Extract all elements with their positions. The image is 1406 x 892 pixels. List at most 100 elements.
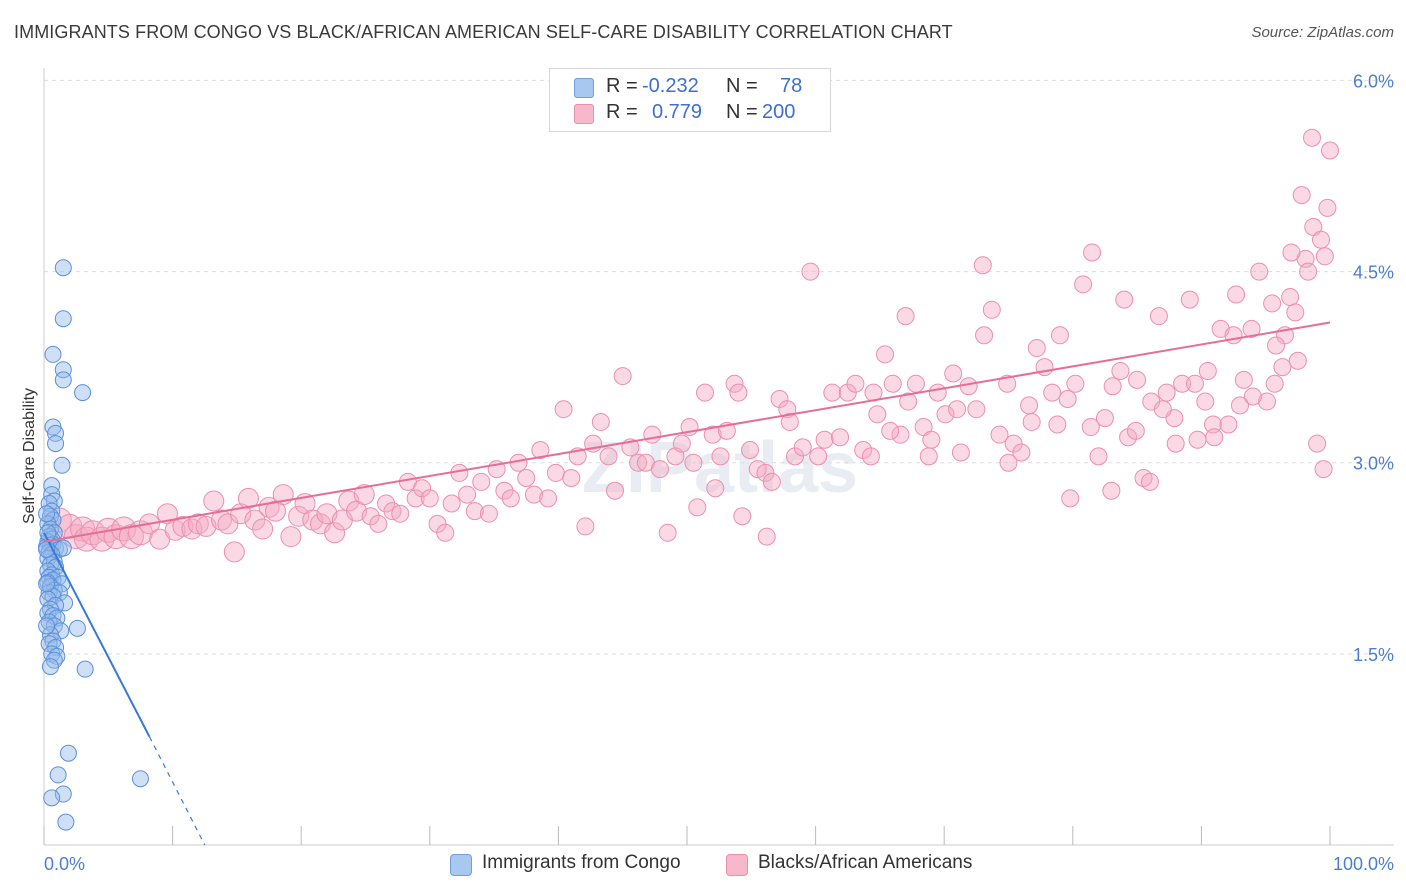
point-blacks <box>458 485 477 504</box>
point-blacks <box>861 447 880 466</box>
point-blacks <box>1321 141 1339 160</box>
point-blacks <box>406 489 425 508</box>
point-blacks <box>896 307 915 326</box>
point-blacks <box>361 507 380 526</box>
point-blacks <box>1180 290 1199 309</box>
point-blacks <box>613 367 632 386</box>
point-blacks <box>187 513 209 535</box>
point-blacks <box>1281 288 1300 307</box>
y-tick-label: 4.5% <box>1353 263 1394 283</box>
point-blacks <box>1265 374 1284 393</box>
legend-n-value: 200 <box>762 101 796 123</box>
point-blacks <box>472 472 491 491</box>
point-blacks <box>576 517 595 536</box>
point-blacks <box>1286 303 1305 322</box>
point-blacks <box>280 526 302 548</box>
point-blacks <box>369 514 388 533</box>
point-blacks <box>1205 428 1224 447</box>
point-blacks <box>605 481 624 500</box>
point-blacks <box>554 400 573 419</box>
point-blacks <box>517 469 536 488</box>
point-congo <box>47 424 65 442</box>
point-blacks <box>990 425 1009 444</box>
legend-swatch-congo <box>574 78 594 98</box>
point-blacks <box>846 374 865 393</box>
y-tick-label: 1.5% <box>1353 645 1394 665</box>
legend-r-label: R = <box>606 75 638 97</box>
point-blacks <box>1058 390 1077 409</box>
point-blacks <box>599 447 618 466</box>
x-tick-label-max: 100.0% <box>1333 854 1394 874</box>
source-credit: Source: ZipAtlas.com <box>1251 24 1394 41</box>
point-blacks <box>1250 262 1269 281</box>
point-blacks <box>801 262 820 281</box>
legend-label-blacks: Blacks/African Americans <box>758 852 973 873</box>
point-blacks <box>1315 247 1334 266</box>
point-blacks <box>479 504 498 523</box>
point-blacks <box>413 479 432 498</box>
point-blacks <box>210 509 232 531</box>
point-congo <box>74 384 92 402</box>
point-blacks <box>1311 230 1330 249</box>
point-congo <box>131 770 149 788</box>
point-congo <box>38 617 56 635</box>
point-blacks <box>420 489 439 508</box>
point-blacks <box>1140 472 1159 491</box>
point-blacks <box>831 428 850 447</box>
point-blacks <box>733 507 752 526</box>
legend-swatch-blacks <box>726 854 748 876</box>
point-blacks <box>217 513 239 535</box>
point-congo <box>68 619 86 637</box>
point-blacks <box>1022 412 1041 431</box>
point-blacks <box>967 400 986 419</box>
point-blacks <box>672 434 691 453</box>
point-blacks <box>252 518 274 540</box>
point-blacks <box>696 383 715 402</box>
point-blacks <box>1012 443 1031 462</box>
point-blacks <box>629 453 648 472</box>
point-blacks <box>288 505 310 527</box>
point-blacks <box>1188 430 1207 449</box>
point-blacks <box>936 405 955 424</box>
point-blacks <box>1173 374 1192 393</box>
point-blacks <box>1242 319 1261 338</box>
point-blacks <box>1157 383 1176 402</box>
point-blacks <box>1095 409 1114 428</box>
point-blacks <box>688 498 707 517</box>
trend-lines <box>43 321 1331 846</box>
point-blacks <box>1282 243 1301 262</box>
point-blacks <box>906 374 925 393</box>
point-blacks <box>1111 361 1130 380</box>
point-blacks <box>1302 128 1321 147</box>
point-blacks <box>1219 415 1238 434</box>
point-blacks <box>948 400 967 419</box>
point-blacks <box>658 523 677 542</box>
point-blacks <box>1103 377 1122 396</box>
point-congo <box>41 658 59 676</box>
point-blacks <box>1061 489 1080 508</box>
point-blacks <box>465 502 484 521</box>
point-blacks <box>524 485 543 504</box>
series-congo-points <box>38 259 149 831</box>
point-blacks <box>809 447 828 466</box>
point-blacks <box>684 453 703 472</box>
point-congo <box>54 310 72 328</box>
point-blacks <box>868 405 887 424</box>
point-blacks <box>643 425 662 444</box>
legend-r-value: 0.779 <box>652 101 703 123</box>
point-blacks <box>244 509 266 531</box>
series-legend: Immigrants from Congo Blacks/African Ame… <box>0 852 1406 878</box>
point-blacks <box>944 364 963 383</box>
point-blacks <box>891 425 910 444</box>
point-blacks <box>1227 285 1246 304</box>
legend-n-label: N = <box>726 75 758 97</box>
point-blacks <box>741 440 760 459</box>
point-blacks <box>591 412 610 431</box>
point-blacks <box>928 383 947 402</box>
trend-line-congo <box>43 532 151 738</box>
legend-n-label: N = <box>726 101 758 123</box>
point-blacks <box>1074 275 1093 294</box>
point-congo <box>54 259 72 277</box>
point-blacks <box>1081 418 1100 437</box>
point-blacks <box>237 487 259 509</box>
